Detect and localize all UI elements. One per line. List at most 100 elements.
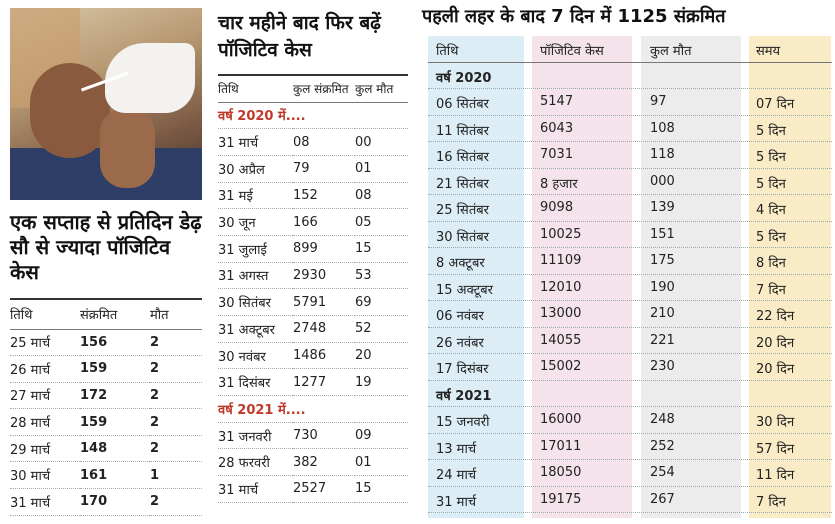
total-deaths-cell: 175: [650, 253, 675, 268]
deaths-cell: 2: [150, 435, 202, 463]
col-deaths: मौत: [150, 298, 202, 330]
date-cell: 28 मार्च: [10, 408, 80, 436]
col-positive: पॉजिटिव केस: [540, 44, 604, 59]
date-cell: 15 अक्टूबर: [436, 282, 493, 298]
total-infected-cell: 1277: [293, 368, 355, 397]
deaths-cell: 2: [150, 408, 202, 436]
infected-cell: 170: [80, 488, 150, 516]
deaths-cell: 1: [150, 461, 202, 490]
total-deaths-cell: 01: [355, 448, 408, 477]
time-cell: 5 दिन: [756, 229, 786, 245]
col-time: समय: [756, 44, 781, 59]
year-label: वर्ष 2020: [436, 70, 492, 86]
date-column-band: [428, 36, 524, 518]
col-total-deaths: कुल मौत: [355, 74, 408, 103]
date-cell: 31 जनवरी: [218, 422, 293, 450]
table-row: 28 फरवरी 382 01: [218, 448, 408, 477]
positive-cell: 18050: [540, 465, 582, 480]
infected-cell: 172: [80, 382, 150, 410]
total-deaths-cell: 52: [355, 315, 408, 343]
col-date: तिथि: [218, 74, 293, 103]
table-row: 17 दिसंबर 15002 230 20 दिन: [428, 354, 832, 381]
table-row: 21 सितंबर 8 हजार 000 5 दिन: [428, 169, 832, 195]
total-deaths-cell: 221: [650, 332, 675, 348]
date-cell: 24 मार्च: [436, 468, 477, 483]
weekly-cases-table: तिथि संक्रमित मौत 25 मार्च 156 2 26 मार्च 15…: [10, 298, 202, 516]
col-total-infected: कुल संक्रमित: [293, 74, 355, 103]
total-deaths-cell: 254: [650, 465, 675, 480]
table-row: 8 अक्टूबर 11109 175 8 दिन: [428, 248, 832, 275]
total-infected-cell: 1486: [293, 342, 355, 370]
table-row: 30 जून 166 05: [218, 208, 408, 236]
positive-column-band: [532, 36, 632, 518]
date-cell: 31 मार्च: [10, 488, 80, 516]
positive-cell: 16000: [540, 412, 582, 427]
date-cell: 25 मार्च: [10, 329, 80, 357]
date-cell: 31 जुलाई: [218, 235, 293, 263]
time-cell: 5 दिन: [756, 123, 786, 139]
table-row: 30 सितंबर 10025 151 5 दिन: [428, 222, 832, 248]
date-cell: 27 मार्च: [10, 382, 80, 410]
positive-cell: 17011: [540, 438, 582, 454]
year-label: वर्ष 2021: [436, 388, 492, 404]
table-row: 13 मार्च 17011 252 57 दिन: [428, 434, 832, 460]
table-row: 30 सितंबर 5791 69: [218, 288, 408, 316]
left-column: एक सप्ताह से प्रतिदिन डेढ़ सौ से ज्यादा …: [0, 0, 207, 524]
total-deaths-cell: 09: [355, 422, 408, 450]
year-label-row: वर्ष 2021 में....: [218, 395, 408, 423]
col-date: तिथि: [436, 44, 459, 59]
table-row: 26 नवंबर 14055 221 20 दिन: [428, 328, 832, 354]
table-header-row: तिथि संक्रमित मौत: [10, 298, 202, 330]
year-label: वर्ष 2021 में....: [218, 395, 408, 423]
table-row: 31 दिसंबर 1277 19: [218, 368, 408, 397]
deaths-cell: 2: [150, 488, 202, 516]
time-cell: 22 दिन: [756, 309, 795, 324]
date-cell: 11 सितंबर: [436, 123, 489, 139]
time-cell: 4 दिन: [756, 203, 786, 218]
date-cell: 30 जून: [218, 208, 293, 236]
positive-cell: 13000: [540, 306, 582, 321]
table-row: 26 मार्च 159 2: [10, 355, 202, 383]
right-column: पहली लहर के बाद 7 दिन में 1125 संक्रमित …: [422, 0, 832, 524]
total-deaths-cell: 53: [355, 262, 408, 290]
table-row: 31 अक्टूबर 2748 52: [218, 315, 408, 343]
table-row: 31 मार्च 08 00: [218, 128, 408, 156]
total-deaths-cell: 248: [650, 412, 675, 427]
total-deaths-cell: 118: [650, 147, 675, 162]
total-infected-cell: 2930: [293, 262, 355, 290]
date-cell: 8 अक्टूबर: [436, 256, 485, 271]
col-date: तिथि: [10, 298, 80, 330]
time-column-band: [749, 36, 831, 518]
time-cell: 7 दिन: [756, 282, 786, 298]
infected-cell: 159: [80, 408, 150, 436]
positive-cell: 7031: [540, 147, 574, 162]
table-header-row: तिथि पॉजिटिव केस कुल मौत समय: [428, 36, 832, 63]
total-deaths-cell: 151: [650, 226, 675, 242]
total-deaths-cell: 00: [355, 128, 408, 156]
time-cell: 57 दिन: [756, 441, 795, 457]
date-cell: 06 नवंबर: [436, 309, 484, 324]
date-cell: 15 जनवरी: [436, 415, 490, 430]
table-row: 30 नवंबर 1486 20: [218, 342, 408, 370]
col-total-deaths: कुल मौत: [650, 44, 692, 59]
deaths-column-band: [641, 36, 741, 518]
table-row: 30 मार्च 161 1: [10, 461, 202, 490]
deaths-cell: 2: [150, 329, 202, 357]
positive-cell: 6043: [540, 120, 574, 136]
total-deaths-cell: 000: [650, 173, 675, 189]
table-row: 06 नवंबर 13000 210 22 दिन: [428, 301, 832, 328]
table-row: 31 मार्च 2527 15: [218, 475, 408, 503]
table-row: 30 अप्रैल 79 01: [218, 155, 408, 183]
date-cell: 30 सितंबर: [218, 288, 293, 316]
middle-column: चार महीने बाद फिर बढ़ें पॉजिटिव केस तिथि…: [218, 0, 410, 524]
monthly-totals-table: तिथि कुल संक्रमित कुल मौत वर्ष 2020 में.…: [218, 74, 408, 503]
date-cell: 31 मार्च: [218, 475, 293, 503]
table-row: 29 मार्च 148 2: [10, 435, 202, 463]
table-header-row: तिथि कुल संक्रमित कुल मौत: [218, 74, 408, 103]
time-cell: 30 दिन: [756, 415, 795, 430]
table-row: 27 मार्च 172 2: [10, 382, 202, 410]
table-row: 28 मार्च 159 2: [10, 408, 202, 436]
date-cell: 30 सितंबर: [436, 229, 489, 245]
table-row: 31 मार्च 170 2: [10, 488, 202, 516]
total-deaths-cell: 230: [650, 359, 675, 374]
